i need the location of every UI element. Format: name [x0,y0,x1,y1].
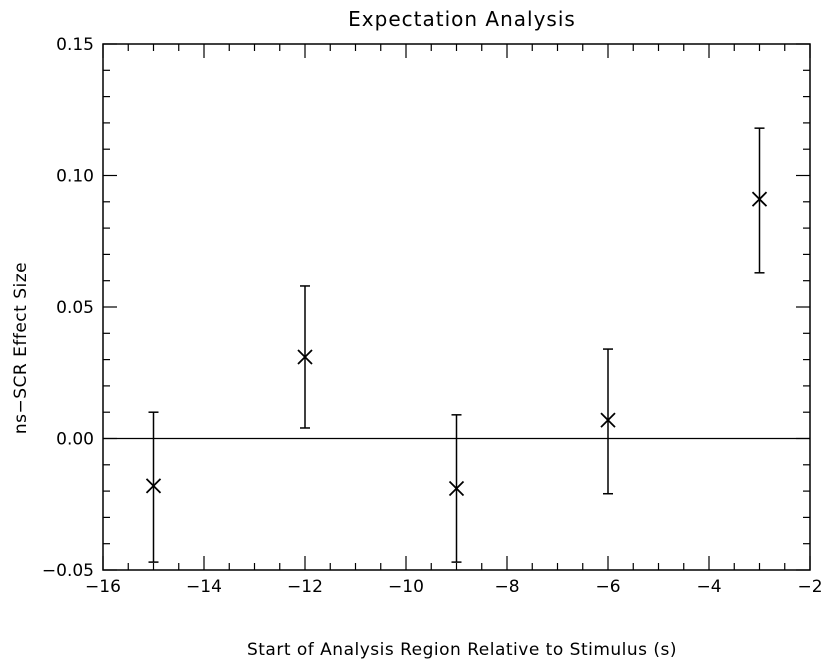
x-tick-label: −12 [287,577,323,597]
x-tick-label: −14 [186,577,222,597]
x-tick-labels: −16 −14 −12 −10 −8 −6 −4 −2 [85,577,822,597]
data-point [297,285,313,429]
data-point [448,414,465,563]
x-tick-label: −8 [494,577,519,597]
x-tick-label: −2 [797,577,822,597]
x-marker [448,480,465,497]
x-marker [145,478,162,494]
x-marker [751,191,768,207]
x-tick-label: −10 [388,577,424,597]
data-series [145,127,768,563]
data-point [145,411,162,563]
chart-title: Expectation Analysis [348,7,576,31]
x-marker [297,349,313,365]
y-tick-label: 0.05 [56,298,94,318]
x-tick-label: −4 [696,577,721,597]
data-point [751,127,768,274]
y-tick-label: 0.10 [56,167,94,187]
x-tick-label: −6 [595,577,620,597]
y-axis-label: ns−SCR Effect Size [11,262,31,434]
y-tick-label: −0.05 [42,561,94,581]
x-tick-label: −16 [85,577,121,597]
data-point [600,348,616,495]
minor-ticks [103,44,810,570]
y-tick-label: 0.00 [56,430,94,450]
x-marker [600,412,616,428]
y-tick-labels: −0.05 0.00 0.05 0.10 0.15 [42,35,94,581]
x-axis-label: Start of Analysis Region Relative to Sti… [247,640,677,660]
y-tick-label: 0.15 [56,35,94,55]
